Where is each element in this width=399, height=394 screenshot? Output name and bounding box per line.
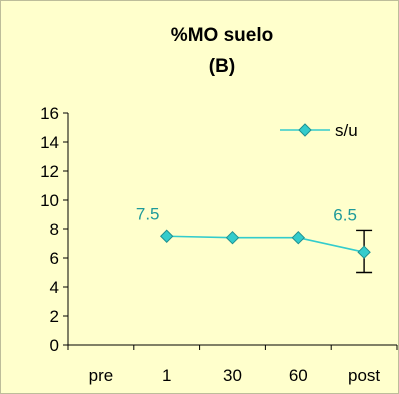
y-tick-label: 0	[50, 336, 59, 355]
chart-subtitle: (B)	[209, 56, 235, 77]
x-tick-label: 60	[289, 366, 308, 385]
x-tick-label: pre	[89, 366, 114, 385]
x-tick-label: post	[348, 366, 380, 385]
data-point	[291, 230, 306, 245]
legend-marker	[298, 123, 312, 137]
series-line	[166, 235, 365, 253]
legend: s/u	[280, 121, 358, 140]
y-tick-label: 16	[40, 104, 59, 123]
y-tick-label: 4	[50, 278, 59, 297]
data-point	[159, 229, 174, 243]
y-tick-label: 8	[50, 220, 59, 239]
axes: 0 2 4 6 8 10 12 14 16 pre 1 30 60 post	[40, 104, 398, 385]
data-point	[357, 245, 371, 259]
y-tick-label: 6	[50, 249, 59, 268]
y-tick-label: 10	[40, 191, 59, 210]
series-marks: 7.5 6.5	[136, 204, 373, 274]
y-tick-label: 12	[40, 162, 59, 181]
y-tick-label: 14	[40, 133, 59, 152]
data-label: 7.5	[136, 204, 160, 223]
chart-title: %MO suelo	[171, 25, 273, 46]
x-tick-label: 1	[162, 366, 171, 385]
legend-label: s/u	[335, 121, 358, 140]
x-tick-label: 30	[223, 366, 242, 385]
data-point	[225, 230, 240, 245]
data-label: 6.5	[333, 205, 357, 224]
y-tick-label: 2	[50, 307, 59, 326]
